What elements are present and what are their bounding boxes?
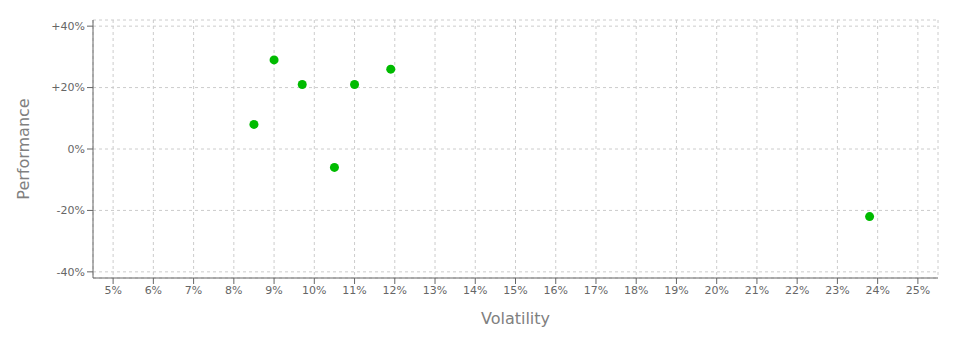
svg-text:Performance: Performance: [14, 98, 33, 199]
svg-text:8%: 8%: [225, 284, 242, 297]
svg-text:15%: 15%: [503, 284, 527, 297]
svg-text:25%: 25%: [906, 284, 930, 297]
svg-text:9%: 9%: [265, 284, 282, 297]
svg-text:17%: 17%: [584, 284, 608, 297]
svg-text:12%: 12%: [383, 284, 407, 297]
svg-text:13%: 13%: [423, 284, 447, 297]
svg-text:+20%: +20%: [51, 81, 85, 94]
svg-text:+40%: +40%: [51, 20, 85, 33]
svg-text:24%: 24%: [865, 284, 889, 297]
svg-text:-40%: -40%: [57, 266, 85, 279]
svg-text:21%: 21%: [745, 284, 769, 297]
svg-text:16%: 16%: [544, 284, 568, 297]
svg-text:5%: 5%: [104, 284, 121, 297]
svg-text:19%: 19%: [664, 284, 688, 297]
svg-text:0%: 0%: [68, 143, 85, 156]
svg-text:22%: 22%: [785, 284, 809, 297]
svg-text:6%: 6%: [145, 284, 162, 297]
svg-text:11%: 11%: [342, 284, 366, 297]
svg-text:14%: 14%: [463, 284, 487, 297]
svg-text:23%: 23%: [825, 284, 849, 297]
svg-text:18%: 18%: [624, 284, 648, 297]
svg-text:Volatility: Volatility: [481, 309, 550, 328]
svg-text:10%: 10%: [302, 284, 326, 297]
svg-text:7%: 7%: [185, 284, 202, 297]
svg-text:20%: 20%: [704, 284, 728, 297]
svg-text:-20%: -20%: [57, 204, 85, 217]
